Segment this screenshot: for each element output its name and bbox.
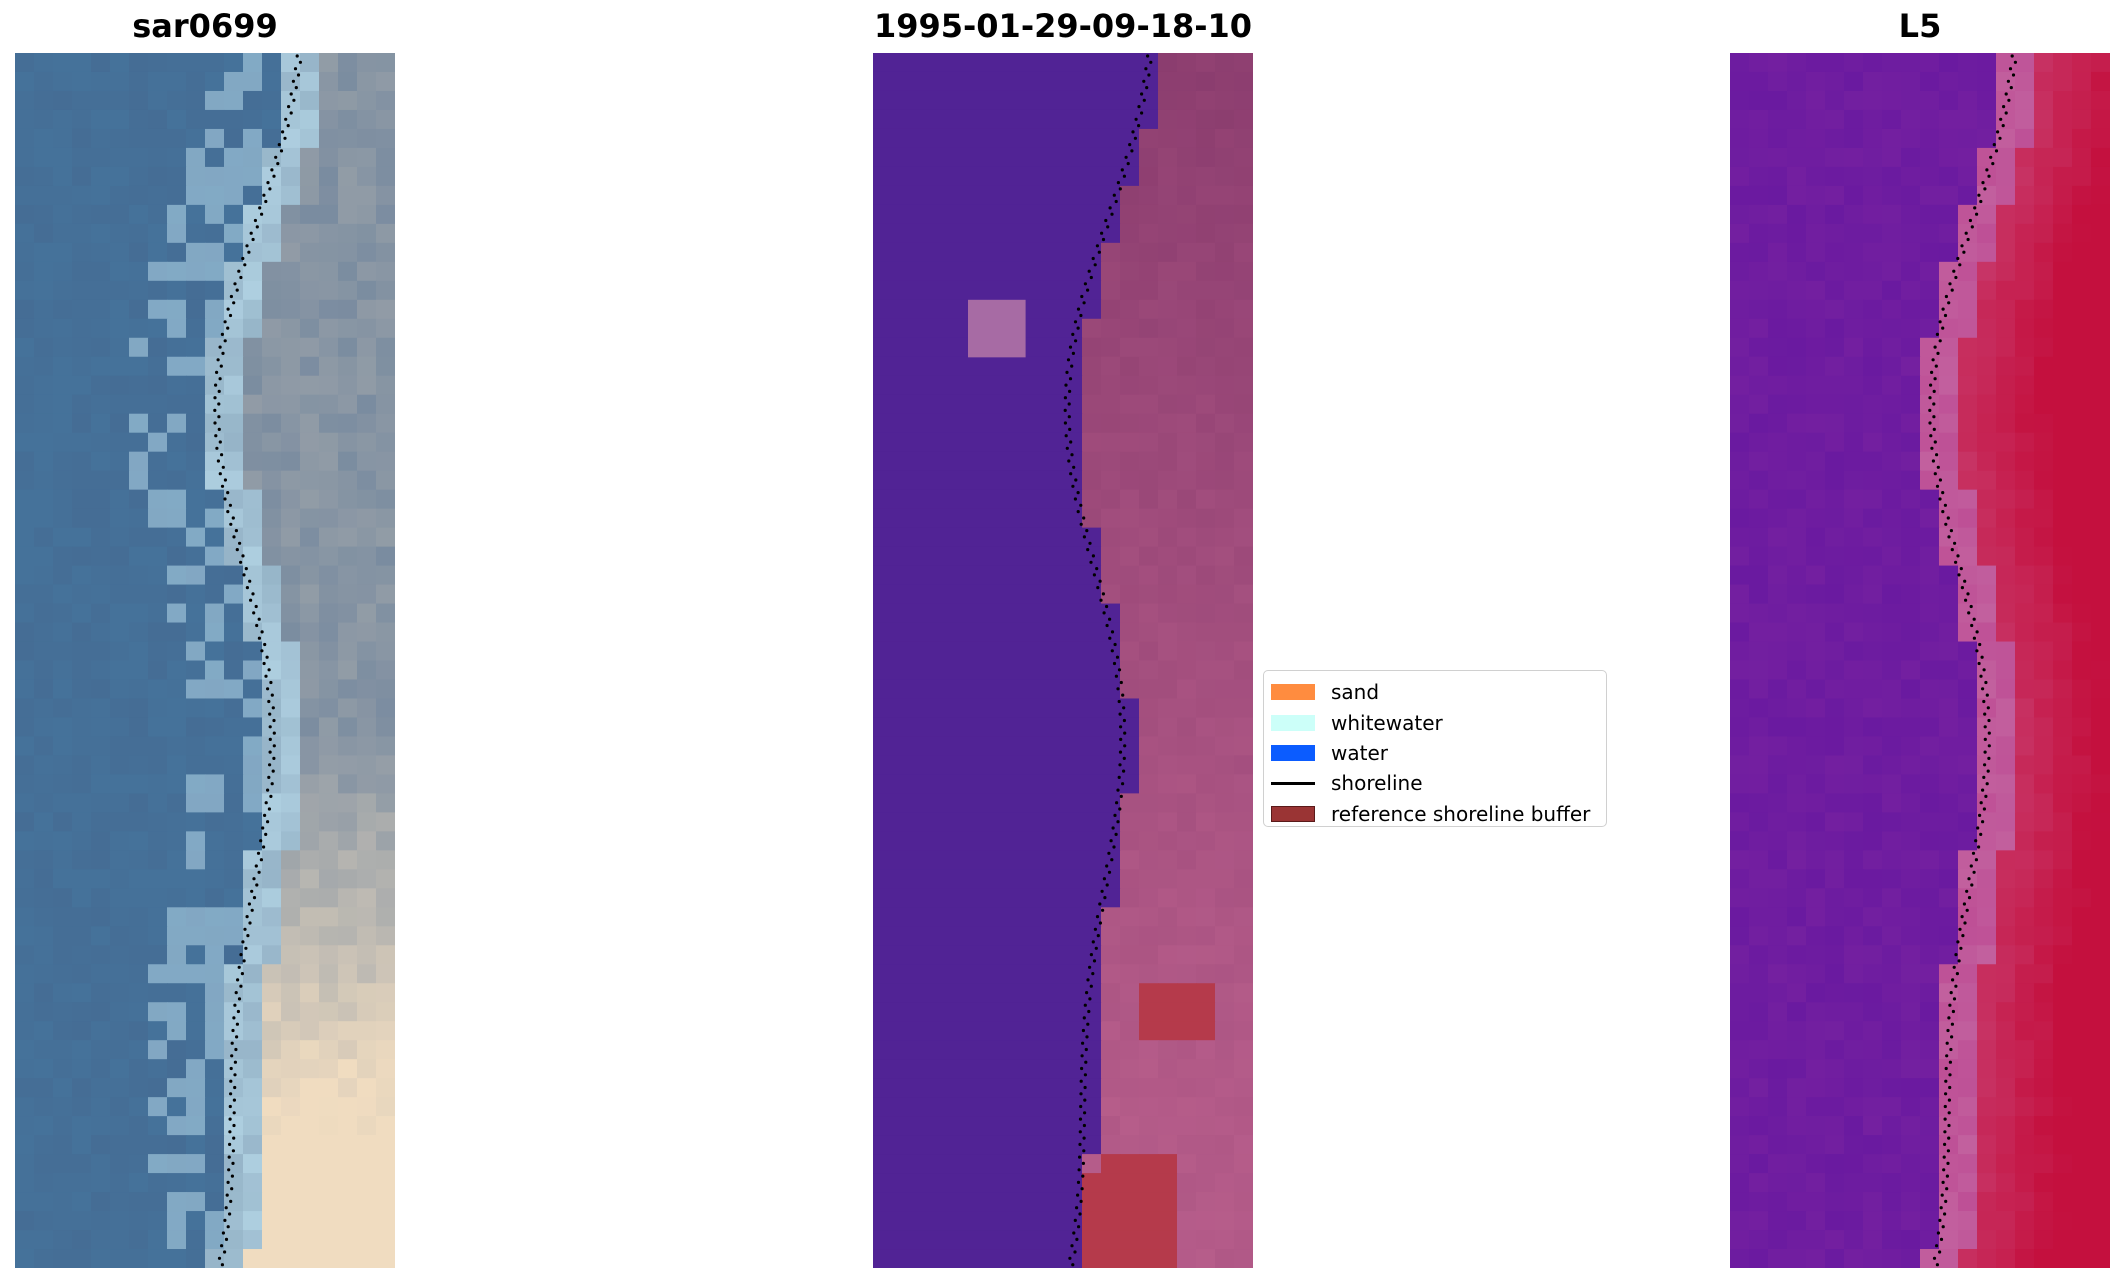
classification-image [873, 53, 1253, 1268]
rgb-image [15, 53, 395, 1268]
sand-swatch [1271, 684, 1315, 701]
shoreline-dots [1928, 54, 2017, 1267]
legend-label: whitewater [1331, 710, 1443, 735]
legend-item-sand: sand [1264, 677, 1606, 707]
classification-panel [873, 53, 1253, 1268]
water-index-panel [1730, 53, 2110, 1268]
shoreline-line-swatch [1271, 781, 1315, 785]
legend-item-reference-buffer: reference shoreline buffer [1264, 799, 1606, 829]
whitewater-swatch [1271, 714, 1315, 731]
legend: sand whitewater water shoreline referenc… [1263, 670, 1607, 827]
water-swatch [1271, 744, 1315, 761]
panel-title-index: L5 [1898, 7, 1942, 45]
panel-title-date: 1995-01-29-09-18-10 [873, 7, 1253, 45]
legend-item-water: water [1264, 738, 1606, 768]
legend-label: sand [1331, 680, 1380, 705]
shoreline-dots [213, 54, 302, 1267]
legend-label: reference shoreline buffer [1331, 801, 1591, 826]
buffer-swatch [1271, 805, 1315, 822]
shoreline-dots [1063, 54, 1153, 1267]
legend-label: water [1331, 740, 1388, 765]
rgb-image-panel [15, 53, 395, 1268]
water-index-image [1730, 53, 2110, 1268]
panel-title-rgb: sar0699 [132, 7, 278, 45]
legend-item-whitewater: whitewater [1264, 707, 1606, 737]
legend-label: shoreline [1331, 771, 1423, 796]
legend-item-shoreline: shoreline [1264, 768, 1606, 798]
